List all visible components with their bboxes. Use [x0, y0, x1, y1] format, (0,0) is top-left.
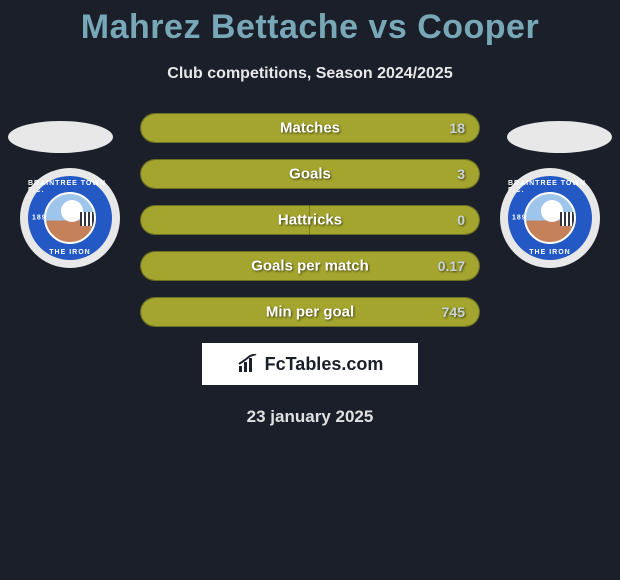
comparison-content: BRAINTREE TOWN F.C. 1898 THE IRON BRAINT…: [0, 113, 620, 427]
stat-label: Hattricks: [278, 212, 342, 229]
stat-row: Hattricks 0: [140, 205, 480, 235]
badge-bottom-text: THE IRON: [529, 249, 570, 256]
branding-text: FcTables.com: [265, 354, 384, 375]
stat-row: Goals per match 0.17: [140, 251, 480, 281]
stat-row: Matches 18: [140, 113, 480, 143]
page-title: Mahrez Bettache vs Cooper: [0, 0, 620, 47]
stat-value-right: 3: [457, 166, 465, 182]
player-right-ellipse: [507, 121, 612, 153]
stat-value-right: 18: [449, 120, 465, 136]
chart-icon: [237, 354, 259, 374]
stat-label: Goals: [289, 166, 331, 183]
stat-row: Goals 3: [140, 159, 480, 189]
club-badge-left: BRAINTREE TOWN F.C. 1898 THE IRON: [20, 168, 120, 268]
stat-label: Min per goal: [266, 304, 354, 321]
stats-list: Matches 18 Goals 3 Hattricks 0 Goals per match…: [140, 113, 480, 327]
badge-inner: [44, 192, 96, 244]
stat-row: Min per goal 745: [140, 297, 480, 327]
date-text: 23 january 2025: [0, 407, 620, 427]
stat-value-right: 0: [457, 212, 465, 228]
subtitle: Club competitions, Season 2024/2025: [0, 65, 620, 83]
player-left-ellipse: [8, 121, 113, 153]
badge-ring: BRAINTREE TOWN F.C. 1898 THE IRON: [28, 176, 112, 260]
badge-ring: BRAINTREE TOWN F.C. 1898 THE IRON: [508, 176, 592, 260]
branding-box[interactable]: FcTables.com: [202, 343, 418, 385]
badge-inner: [524, 192, 576, 244]
badge-bottom-text: THE IRON: [49, 249, 90, 256]
club-badge-right: BRAINTREE TOWN F.C. 1898 THE IRON: [500, 168, 600, 268]
stat-label: Goals per match: [251, 258, 369, 275]
stat-value-right: 0.17: [438, 258, 465, 274]
stat-value-right: 745: [442, 304, 465, 320]
stat-label: Matches: [280, 120, 340, 137]
